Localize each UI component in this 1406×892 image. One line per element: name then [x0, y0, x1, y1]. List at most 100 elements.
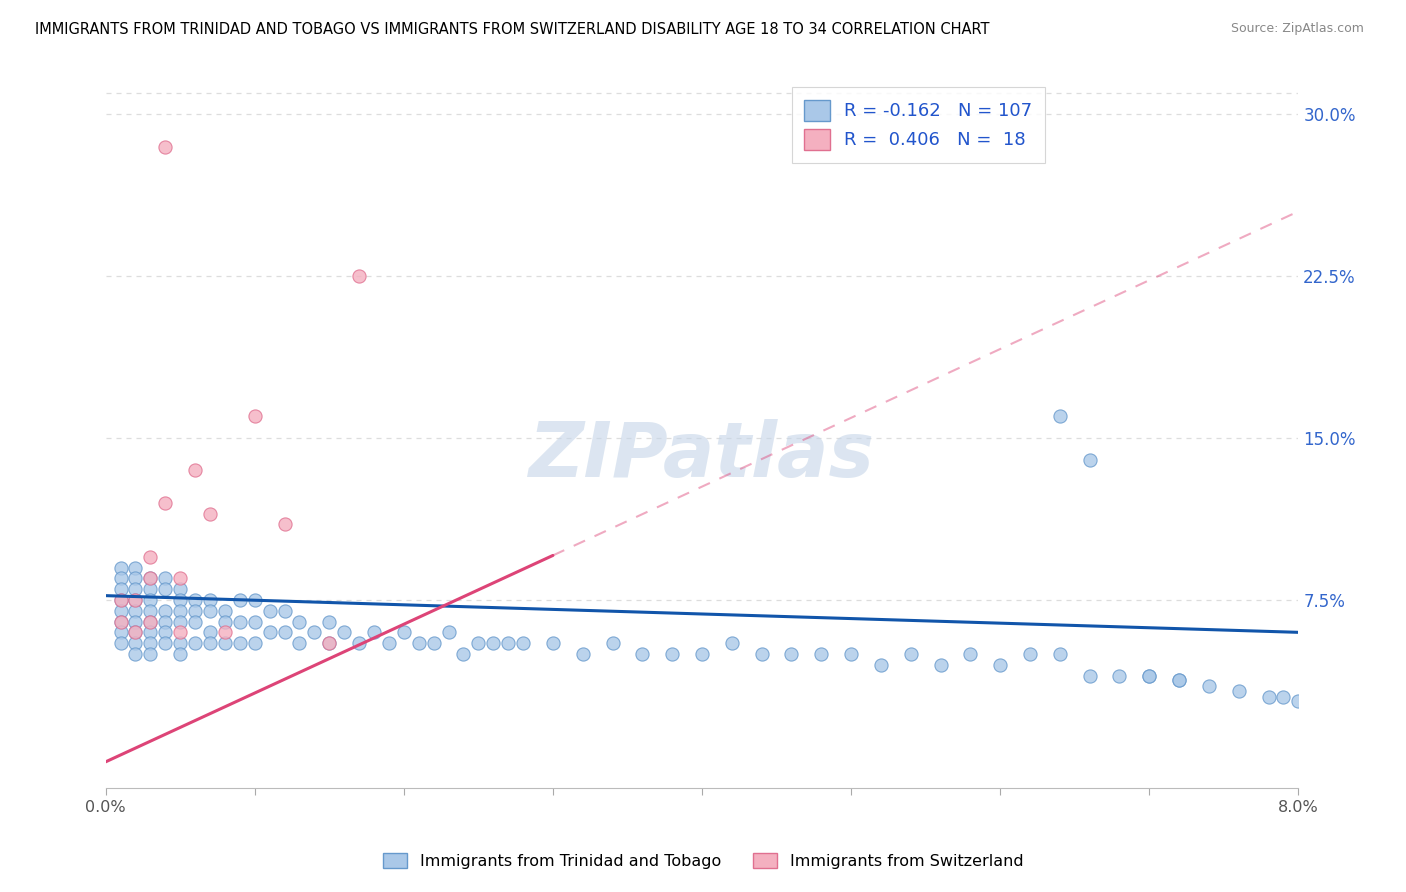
Point: [139, 636, 162, 650]
Point: [333, 625, 356, 640]
Point: [184, 636, 207, 650]
Point: [288, 615, 311, 629]
Point: [229, 636, 252, 650]
Point: [363, 625, 385, 640]
Point: [124, 593, 146, 607]
Point: [124, 571, 146, 585]
Point: [1137, 668, 1160, 682]
Point: [1198, 679, 1220, 693]
Point: [139, 593, 162, 607]
Text: IMMIGRANTS FROM TRINIDAD AND TOBAGO VS IMMIGRANTS FROM SWITZERLAND DISABILITY AG: IMMIGRANTS FROM TRINIDAD AND TOBAGO VS I…: [35, 22, 990, 37]
Point: [110, 615, 132, 629]
Point: [318, 636, 340, 650]
Point: [810, 647, 832, 661]
Point: [1078, 668, 1101, 682]
Point: [1049, 647, 1071, 661]
Point: [1286, 694, 1309, 708]
Point: [661, 647, 683, 661]
Point: [184, 463, 207, 477]
Point: [198, 507, 221, 521]
Point: [124, 636, 146, 650]
Point: [155, 615, 177, 629]
Point: [124, 604, 146, 618]
Point: [720, 636, 742, 650]
Point: [900, 647, 922, 661]
Point: [169, 636, 191, 650]
Point: [273, 604, 295, 618]
Point: [304, 625, 326, 640]
Point: [110, 604, 132, 618]
Point: [198, 625, 221, 640]
Point: [198, 636, 221, 650]
Point: [1137, 668, 1160, 682]
Point: [259, 604, 281, 618]
Point: [392, 625, 415, 640]
Point: [139, 604, 162, 618]
Point: [288, 636, 311, 650]
Point: [273, 625, 295, 640]
Point: [110, 593, 132, 607]
Point: [1049, 409, 1071, 424]
Point: [467, 636, 489, 650]
Point: [870, 657, 893, 672]
Point: [124, 625, 146, 640]
Point: [751, 647, 773, 661]
Point: [169, 571, 191, 585]
Point: [243, 636, 266, 650]
Point: [184, 615, 207, 629]
Point: [184, 604, 207, 618]
Point: [259, 625, 281, 640]
Point: [437, 625, 460, 640]
Point: [139, 549, 162, 564]
Point: [169, 615, 191, 629]
Point: [780, 647, 803, 661]
Point: [169, 582, 191, 596]
Point: [124, 582, 146, 596]
Text: ZIPatlas: ZIPatlas: [529, 419, 875, 493]
Point: [139, 625, 162, 640]
Point: [198, 604, 221, 618]
Point: [124, 647, 146, 661]
Point: [139, 647, 162, 661]
Point: [155, 604, 177, 618]
Legend: Immigrants from Trinidad and Tobago, Immigrants from Switzerland: Immigrants from Trinidad and Tobago, Imm…: [377, 847, 1029, 875]
Text: Source: ZipAtlas.com: Source: ZipAtlas.com: [1230, 22, 1364, 36]
Point: [229, 615, 252, 629]
Point: [124, 615, 146, 629]
Point: [243, 409, 266, 424]
Point: [214, 636, 236, 650]
Point: [139, 615, 162, 629]
Point: [482, 636, 505, 650]
Point: [139, 615, 162, 629]
Legend: R = -0.162   N = 107, R =  0.406   N =  18: R = -0.162 N = 107, R = 0.406 N = 18: [792, 87, 1045, 162]
Point: [1078, 452, 1101, 467]
Point: [422, 636, 444, 650]
Point: [347, 636, 370, 650]
Point: [408, 636, 430, 650]
Point: [690, 647, 713, 661]
Point: [839, 647, 862, 661]
Point: [169, 647, 191, 661]
Point: [318, 615, 340, 629]
Point: [631, 647, 654, 661]
Point: [139, 582, 162, 596]
Point: [318, 636, 340, 650]
Point: [1168, 673, 1191, 687]
Point: [1272, 690, 1295, 704]
Point: [110, 560, 132, 574]
Point: [169, 593, 191, 607]
Point: [1108, 668, 1130, 682]
Point: [155, 496, 177, 510]
Point: [124, 593, 146, 607]
Point: [347, 269, 370, 284]
Point: [243, 593, 266, 607]
Point: [273, 517, 295, 532]
Point: [571, 647, 593, 661]
Point: [453, 647, 475, 661]
Point: [110, 625, 132, 640]
Point: [110, 636, 132, 650]
Point: [1227, 683, 1250, 698]
Point: [378, 636, 401, 650]
Point: [169, 604, 191, 618]
Point: [229, 593, 252, 607]
